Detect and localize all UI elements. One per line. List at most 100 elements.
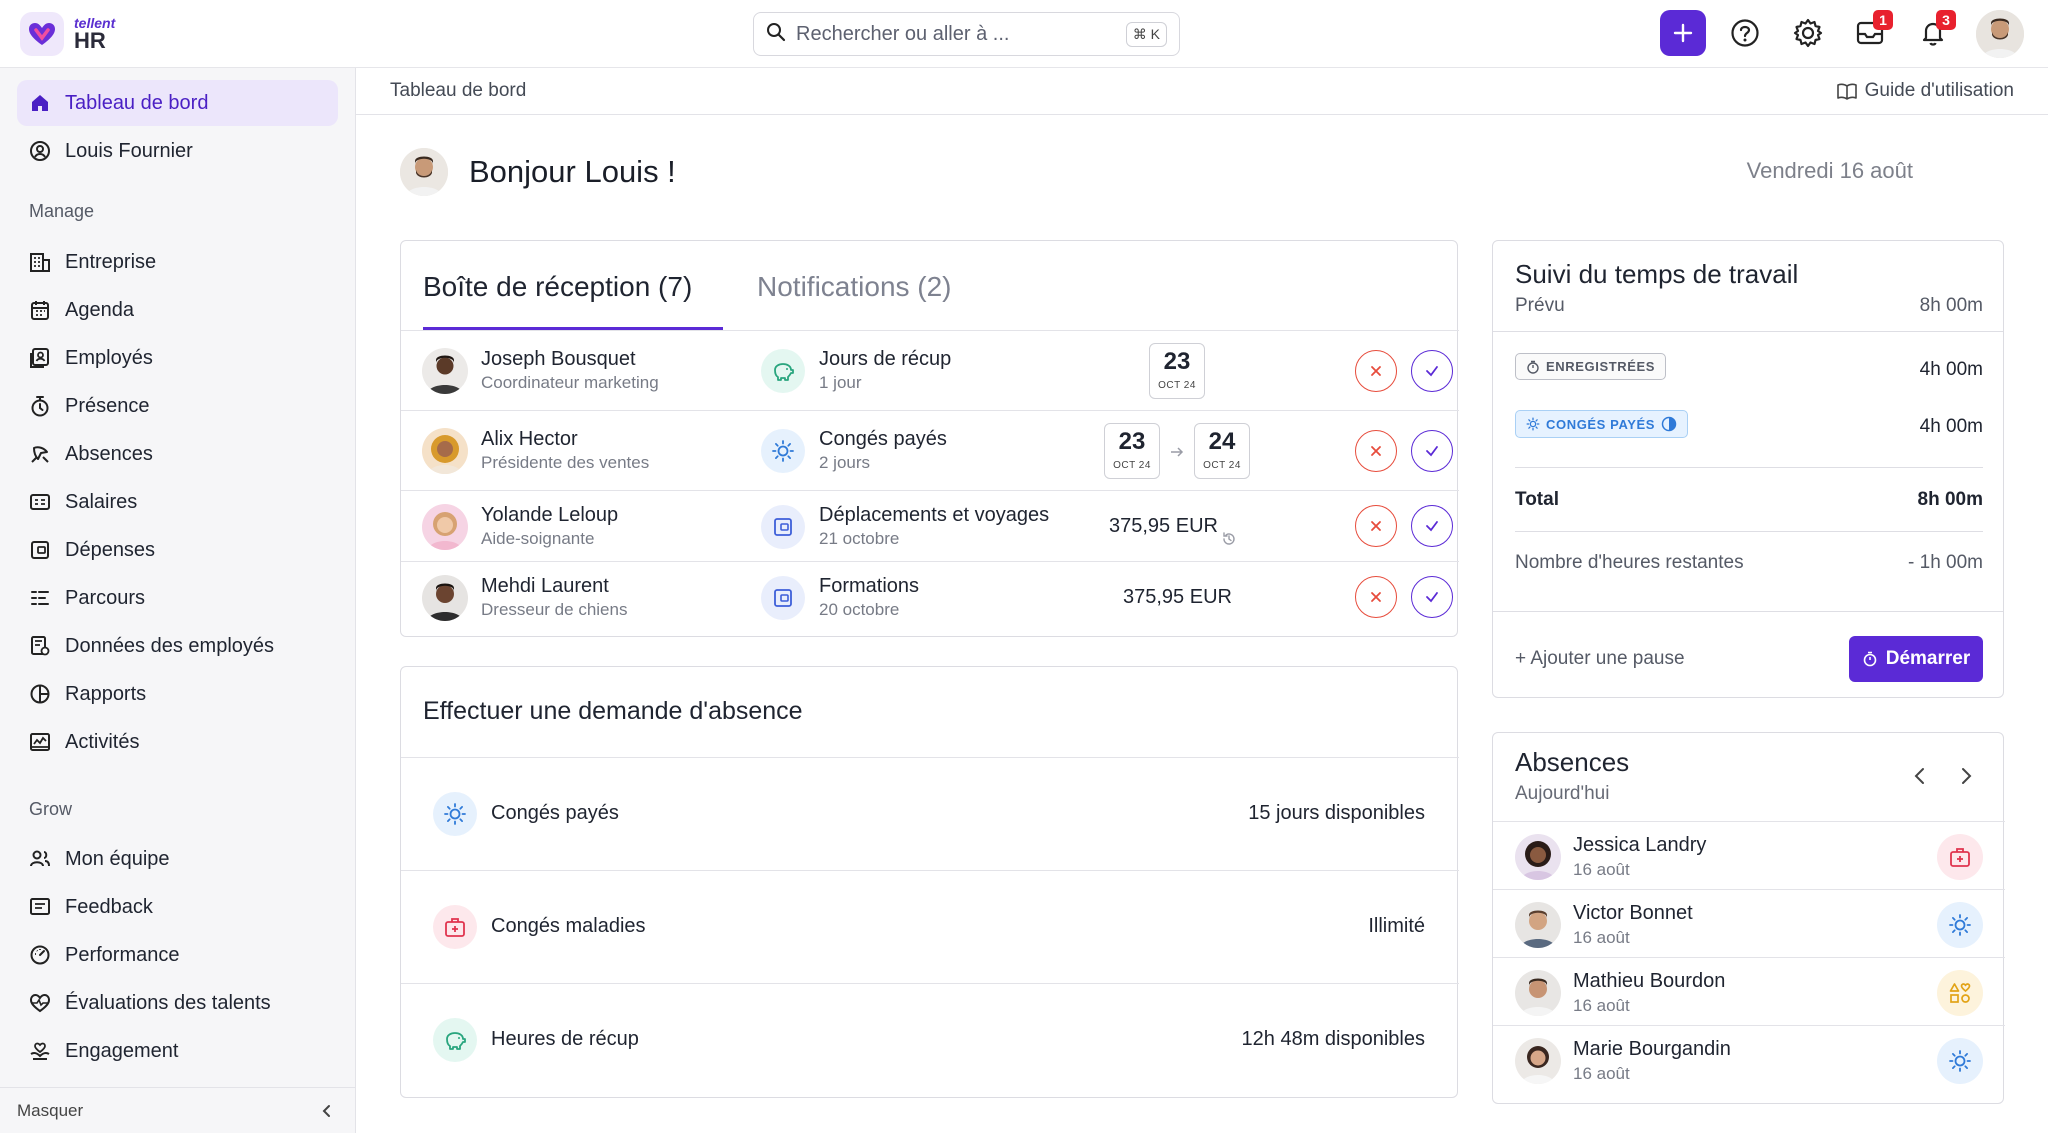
sidebar-item-engagement[interactable]: Engagement [17,1028,338,1074]
paid-leave-row: CONGÉS PAYÉS 4h 00m [1515,410,1983,438]
absentee-name: Jessica Landry [1573,834,1707,856]
sidebar-item-presence[interactable]: Présence [17,383,338,429]
medical-icon [1937,834,1983,880]
reject-button[interactable] [1355,576,1397,618]
stopwatch-icon [1527,360,1539,374]
planned-value: 8h 00m [1919,295,1983,316]
absence-type-balance: 15 jours disponibles [1248,802,1425,824]
approve-button[interactable] [1411,576,1453,618]
reject-button[interactable] [1355,350,1397,392]
gauge-icon [30,945,50,965]
request-detail: 2 jours [819,453,871,472]
sidebar-item-entreprise[interactable]: Entreprise [17,239,338,285]
date-badge: 23 OCT 24 [1149,343,1205,399]
collapse-sidebar-button[interactable]: Masquer [0,1087,356,1133]
absence-date: 16 août [1573,1064,1630,1083]
section-grow-label: Grow [29,799,73,819]
tab-inbox[interactable]: Boîte de réception (7) [423,271,693,302]
absence-type-row[interactable]: Congés maladies Illimité [401,870,1459,983]
previous-day-button[interactable] [1905,761,1935,791]
sidebar-item-mon-equipe[interactable]: Mon équipe [17,836,338,882]
search-input[interactable] [796,22,1116,46]
user-avatar[interactable] [1976,10,2024,58]
start-timer-button[interactable]: Démarrer [1849,636,1983,682]
sidebar-item-profile[interactable]: Louis Fournier [17,128,338,174]
sidebar-item-activites[interactable]: Activités [17,719,338,765]
notifications-button[interactable]: 3 [1910,10,1956,56]
pie-icon [30,684,50,704]
sidebar-item-label: Mon équipe [65,847,170,870]
sidebar-item-donnees[interactable]: Données des employés [17,623,338,669]
reject-button[interactable] [1355,430,1397,472]
absence-type-balance: 12h 48m disponibles [1241,1028,1425,1050]
sidebar-item-label: Absences [65,442,153,465]
tab-notifications[interactable]: Notifications (2) [757,271,952,302]
sidebar-item-depenses[interactable]: Dépenses [17,527,338,573]
greeting-title: Bonjour Louis ! [469,154,676,189]
absence-type-row[interactable]: Heures de récup 12h 48m disponibles [401,983,1459,1096]
sidebar-item-label: Tableau de bord [65,91,209,114]
bell-icon [1922,22,1944,46]
absence-row[interactable]: Mathieu Bourdon 16 août [1493,957,2005,1025]
inbox-row[interactable]: Joseph Bousquet Coordinateur marketing J… [401,331,1459,411]
sidebar-item-performance[interactable]: Performance [17,932,338,978]
search-icon [766,22,786,47]
user-circle-icon [30,141,50,161]
avatar [422,348,468,394]
recorded-value: 4h 00m [1919,359,1983,380]
breadcrumb-bar: Tableau de bord Guide d'utilisation [356,68,2048,115]
divider [1493,611,2003,612]
approve-button[interactable] [1411,505,1453,547]
approve-button[interactable] [1411,430,1453,472]
help-button[interactable] [1722,10,1768,56]
inbox-row[interactable]: Yolande Leloup Aide-soignante Déplacemen… [401,491,1459,562]
sidebar-item-absences[interactable]: Absences [17,431,338,477]
sidebar-item-label: Engagement [65,1039,179,1062]
inbox-button[interactable]: 1 [1847,10,1893,56]
inbox-row[interactable]: Mehdi Laurent Dresseur de chiens Formati… [401,562,1459,637]
sidebar-item-label: Présence [65,394,150,417]
data-icon [31,636,50,656]
search-bar[interactable]: ⌘ K [753,12,1180,56]
user-guide-link[interactable]: Guide d'utilisation [1836,80,2014,102]
approve-button[interactable] [1411,350,1453,392]
greeting-avatar [400,148,448,196]
absence-row[interactable]: Victor Bonnet 16 août [1493,889,2005,957]
next-day-button[interactable] [1951,761,1981,791]
inbox-row[interactable]: Alix Hector Présidente des ventes Congés… [401,411,1459,491]
sidebar-item-employes[interactable]: Employés [17,335,338,381]
settings-button[interactable] [1785,10,1831,56]
sidebar-item-feedback[interactable]: Feedback [17,884,338,930]
absence-row[interactable]: Jessica Landry 16 août [1493,821,2005,889]
sidebar-item-label: Dépenses [65,538,156,561]
sidebar-item-dashboard[interactable]: Tableau de bord [17,80,338,126]
sidebar-item-agenda[interactable]: Agenda [17,287,338,333]
recorded-pill: ENREGISTRÉES [1515,353,1667,380]
date-day: 24 [1208,428,1236,455]
sidebar-item-salaires[interactable]: Salaires [17,479,338,525]
absence-type-row[interactable]: Congés payés 15 jours disponibles [401,757,1459,870]
building-icon [30,253,50,272]
reject-button[interactable] [1355,505,1397,547]
add-button[interactable] [1660,10,1706,56]
add-break-link[interactable]: + Ajouter une pause [1515,648,1685,669]
remaining-value: - 1h 00m [1908,552,1983,573]
wallet-icon [761,505,805,549]
requester-role: Présidente des ventes [481,453,650,472]
logo[interactable]: tellent HR [20,12,115,56]
history-icon [1223,532,1235,545]
sidebar-item-evaluations[interactable]: Évaluations des talents [17,980,338,1026]
sidebar-item-rapports[interactable]: Rapports [17,671,338,717]
total-label: Total [1515,489,1559,510]
sidebar-item-parcours[interactable]: Parcours [17,575,338,621]
wallet-icon [761,576,805,620]
sidebar-item-label: Entreprise [65,250,157,273]
absence-type-label: Heures de récup [491,1028,639,1050]
absence-date: 16 août [1573,996,1630,1015]
medical-icon [433,905,477,949]
sun-icon [1937,1038,1983,1084]
absence-row[interactable]: Marie Bourgandin 16 août [1493,1025,2005,1093]
avatar [422,428,468,474]
avatar [422,504,468,550]
feedback-icon [30,898,50,915]
